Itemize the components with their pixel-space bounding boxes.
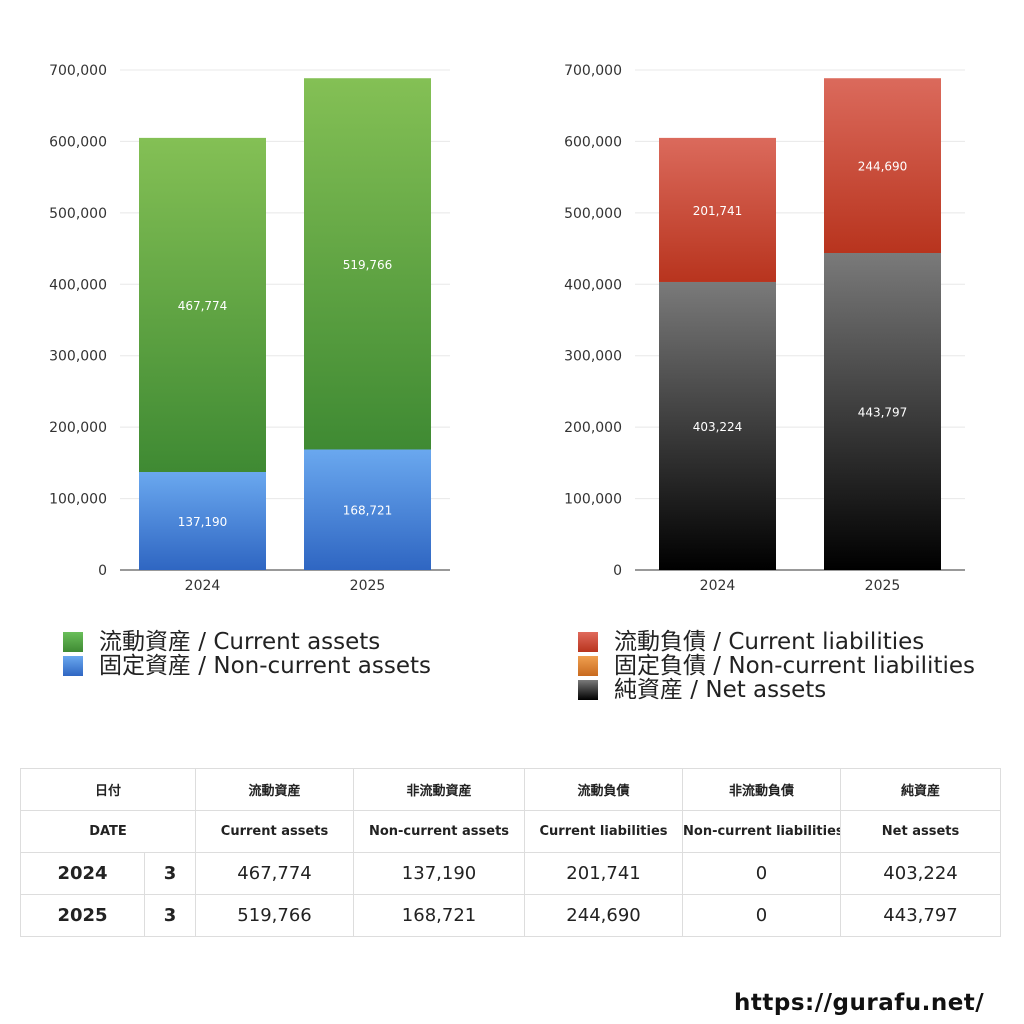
x-tick-label: 2025 bbox=[350, 578, 386, 594]
y-tick-label: 400,000 bbox=[564, 277, 622, 293]
y-tick-label: 100,000 bbox=[49, 492, 107, 508]
legend-liabilities: 流動負債 / Current liabilities 固定負債 / Non-cur… bbox=[578, 630, 975, 702]
bar-segment bbox=[139, 472, 266, 570]
table-row: 2024 3 467,774 137,190 201,741 0 403,224 bbox=[20, 852, 1002, 895]
legend-label: 固定負債 / Non-current liabilities bbox=[614, 653, 975, 679]
y-tick-label: 0 bbox=[613, 563, 622, 579]
bar-segment bbox=[824, 253, 941, 570]
data-label: 443,797 bbox=[858, 406, 908, 420]
header-date-ja: 日付 bbox=[19, 768, 197, 811]
legend-label: 流動資産 / Current assets bbox=[99, 629, 381, 655]
legend-item: 固定負債 / Non-current liabilities bbox=[578, 654, 975, 678]
bar-segment bbox=[659, 137, 776, 282]
bar-segment bbox=[659, 281, 776, 570]
data-table: 日付 流動資産 非流動資産 流動負債 非流動負債 純資産 DATE Curren… bbox=[19, 768, 1002, 937]
table-header-ja: 日付 流動資産 非流動資産 流動負債 非流動負債 純資産 bbox=[19, 768, 1002, 811]
y-tick-label: 0 bbox=[98, 563, 107, 579]
cell-current-assets: 467,774 bbox=[195, 852, 355, 895]
header-current-liabilities-en: Current liabilities bbox=[524, 810, 684, 853]
row-month: 3 bbox=[143, 852, 197, 895]
bar-segment bbox=[304, 449, 431, 570]
y-tick-label: 400,000 bbox=[49, 277, 107, 293]
header-current-assets-en: Current assets bbox=[195, 810, 355, 853]
cell-net-assets: 443,797 bbox=[840, 894, 1002, 937]
data-label: 403,224 bbox=[693, 420, 743, 434]
legend-item: 固定資産 / Non-current assets bbox=[63, 654, 431, 678]
header-current-liabilities-ja: 流動負債 bbox=[524, 768, 684, 811]
header-noncurrent-assets-en: Non-current assets bbox=[353, 810, 526, 853]
header-noncurrent-liabilities-ja: 非流動負債 bbox=[682, 768, 842, 811]
legend-label: 固定資産 / Non-current assets bbox=[99, 653, 432, 679]
y-tick-label: 600,000 bbox=[564, 134, 622, 150]
table-header-en: DATE Current assets Non-current assets C… bbox=[19, 810, 1002, 853]
header-noncurrent-liabilities-en: Non-current liabilities bbox=[682, 810, 842, 853]
legend-swatch bbox=[63, 632, 83, 652]
row-year: 2024 bbox=[20, 852, 145, 895]
bar-segment bbox=[304, 78, 431, 450]
x-tick-label: 2024 bbox=[185, 578, 221, 594]
chart-liabilities: 0 100,000 200,000 300,000 400,000 500,000 600,… bbox=[564, 63, 965, 594]
legend-swatch bbox=[63, 656, 83, 676]
legend-label: 純資産 / Net assets bbox=[614, 677, 827, 703]
cell-net-assets: 403,224 bbox=[840, 852, 1002, 895]
y-tick-label: 200,000 bbox=[564, 420, 622, 436]
y-tick-label: 200,000 bbox=[49, 420, 107, 436]
row-year: 2025 bbox=[20, 894, 145, 937]
data-label: 519,766 bbox=[343, 258, 393, 272]
x-tick-label: 2025 bbox=[865, 578, 901, 594]
data-label: 137,190 bbox=[178, 515, 228, 529]
y-tick-label: 300,000 bbox=[564, 349, 622, 365]
legend-label: 流動負債 / Current liabilities bbox=[614, 629, 925, 655]
legend-swatch bbox=[578, 680, 598, 700]
header-date-en: DATE bbox=[19, 810, 197, 853]
y-tick-label: 700,000 bbox=[564, 63, 622, 79]
y-tick-label: 500,000 bbox=[564, 206, 622, 222]
cell-current-liabilities: 244,690 bbox=[524, 894, 684, 937]
header-net-assets-en: Net assets bbox=[840, 810, 1002, 853]
legend-assets: 流動資産 / Current assets 固定資産 / Non-current … bbox=[63, 630, 431, 678]
table-row: 2025 3 519,766 168,721 244,690 0 443,797 bbox=[20, 894, 1002, 937]
y-tick-label: 300,000 bbox=[49, 349, 107, 365]
y-tick-label: 700,000 bbox=[49, 63, 107, 79]
legend-swatch bbox=[578, 632, 598, 652]
header-current-assets-ja: 流動資産 bbox=[195, 768, 355, 811]
legend-item: 流動資産 / Current assets bbox=[63, 630, 431, 654]
cell-noncurrent-assets: 168,721 bbox=[353, 894, 526, 937]
bar-segment bbox=[139, 137, 266, 473]
cell-noncurrent-liabilities: 0 bbox=[682, 852, 842, 895]
y-tick-label: 600,000 bbox=[49, 134, 107, 150]
data-label: 201,741 bbox=[693, 204, 743, 218]
bar-segment bbox=[824, 78, 941, 254]
cell-noncurrent-assets: 137,190 bbox=[353, 852, 526, 895]
cell-current-assets: 519,766 bbox=[195, 894, 355, 937]
data-label: 467,774 bbox=[178, 299, 228, 313]
legend-swatch bbox=[578, 656, 598, 676]
y-tick-label: 100,000 bbox=[564, 492, 622, 508]
header-noncurrent-assets-ja: 非流動資産 bbox=[353, 768, 526, 811]
cell-noncurrent-liabilities: 0 bbox=[682, 894, 842, 937]
data-label: 244,690 bbox=[858, 160, 908, 174]
legend-item: 純資産 / Net assets bbox=[578, 678, 975, 702]
data-label: 168,721 bbox=[343, 504, 393, 518]
legend-item: 流動負債 / Current liabilities bbox=[578, 630, 975, 654]
cell-current-liabilities: 201,741 bbox=[524, 852, 684, 895]
y-tick-label: 500,000 bbox=[49, 206, 107, 222]
chart-assets: 0 100,000 200,000 300,000 400,000 500,000 600,… bbox=[49, 63, 450, 594]
header-net-assets-ja: 純資産 bbox=[840, 768, 1002, 811]
row-month: 3 bbox=[143, 894, 197, 937]
x-tick-label: 2024 bbox=[700, 578, 736, 594]
charts-area: 0 100,000 200,000 300,000 400,000 500,000 600,… bbox=[49, 63, 965, 594]
source-credit: https://gurafu.net/ bbox=[734, 990, 985, 1016]
